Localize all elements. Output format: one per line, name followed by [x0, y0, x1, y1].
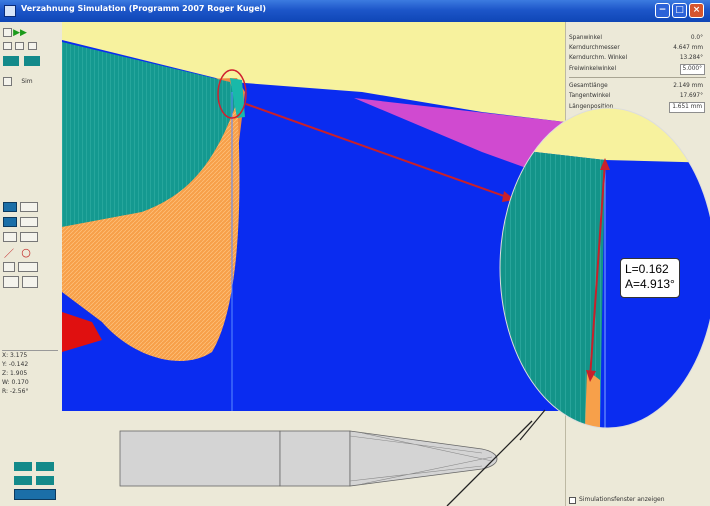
param-label: Freiwinkelwinkel	[569, 66, 617, 72]
param-value: 17.697°	[679, 93, 703, 99]
param-row: Tangentwinkel 17.697°	[566, 92, 710, 101]
view-top-icon[interactable]	[3, 217, 17, 227]
red-surface	[62, 312, 102, 352]
magnified-view	[500, 108, 710, 428]
settings-icon[interactable]	[3, 77, 12, 86]
param-row: Spanwinkel 0.0°	[566, 34, 710, 43]
pan-icon[interactable]	[22, 276, 38, 288]
param-label: Tangentwinkel	[569, 93, 611, 99]
wireframe-icon[interactable]	[20, 232, 38, 242]
measurement-angle: A=4.913°	[625, 277, 675, 291]
measurement-arrow-bottom	[586, 370, 596, 382]
param-label: Längenposition	[569, 104, 614, 110]
pause-icon[interactable]	[3, 42, 12, 50]
measure-line-icon[interactable]: ／	[4, 248, 14, 260]
minimize-button[interactable]: −	[655, 3, 670, 18]
flute-lines	[349, 432, 493, 485]
param-row: Kerndurchmesser 4.647 mm	[566, 44, 710, 53]
param-label: Spanwinkel	[569, 35, 602, 41]
param-row: Längenposition 1.651 mm	[566, 102, 710, 113]
measurement-label: L=0.162 A=4.913°	[620, 258, 680, 298]
maximize-button[interactable]: □	[672, 3, 687, 18]
shank-section	[119, 430, 281, 487]
grid-icon[interactable]	[18, 262, 38, 272]
measurement-arrow-top	[600, 158, 610, 170]
param-input[interactable]: 1.651 mm	[669, 102, 705, 113]
left-toolbar: ▶▶ Sim ／ ○ X: 3.175 Y: -0.142 Z: 1.905 W…	[0, 22, 62, 506]
magnifier-rim	[499, 107, 710, 429]
profile-button[interactable]	[14, 462, 32, 471]
param-value: 2.149 mm	[673, 83, 703, 89]
readout-r: R: -2.56°	[2, 388, 29, 395]
view-side-icon[interactable]	[20, 202, 38, 212]
title-bar: Verzahnung Simulation (Programm 2007 Rog…	[0, 0, 710, 22]
zoom-icon[interactable]	[3, 276, 19, 288]
color-swatch[interactable]	[14, 489, 56, 500]
view-iso-icon[interactable]	[20, 217, 38, 227]
measure-circle-icon[interactable]: ○	[21, 245, 31, 259]
stop-icon[interactable]	[3, 28, 12, 37]
simulation-window-checkbox-row[interactable]: Simulationsfenster anzeigen	[566, 496, 710, 506]
orange-cone-surface	[62, 102, 240, 361]
param-value: 0.0°	[690, 35, 703, 41]
window-title: Verzahnung Simulation (Programm 2007 Rog…	[21, 4, 267, 13]
layers-button[interactable]	[36, 462, 54, 471]
param-label: Kerndurchm. Winkel	[569, 55, 628, 61]
param-label: Gesamtlänge	[569, 83, 608, 89]
zoom-connector-arrow	[245, 103, 516, 201]
section-line	[446, 420, 533, 506]
step-icon[interactable]	[15, 42, 24, 50]
param-input[interactable]: 5.000°	[679, 64, 705, 75]
param-row: Freiwinkelwinkel 5.000°	[566, 64, 710, 75]
connector-line	[519, 409, 546, 441]
divider	[569, 77, 706, 78]
measurement-length: L=0.162	[625, 262, 669, 276]
last-frame-icon[interactable]	[24, 56, 40, 66]
tool-button[interactable]	[14, 476, 32, 485]
yellow-highlight-surface	[62, 22, 565, 122]
readout-z: Z: 1.905	[2, 370, 28, 377]
simulation-view[interactable]	[62, 22, 565, 411]
app-icon	[4, 5, 16, 17]
profile-preview	[62, 411, 565, 506]
simulation-window-checkbox[interactable]	[569, 497, 576, 504]
sim-button[interactable]: Sim	[21, 77, 33, 85]
path-button[interactable]	[36, 476, 54, 485]
param-value: 13.284°	[679, 55, 703, 61]
first-frame-icon[interactable]	[3, 56, 19, 66]
teal-tooth-surface	[62, 42, 237, 227]
param-row: Gesamtlänge 2.149 mm	[566, 82, 710, 91]
param-row: Kerndurchm. Winkel 13.284°	[566, 54, 710, 63]
readout-x: X: 3.175	[2, 352, 28, 359]
axis-icon[interactable]	[3, 262, 15, 272]
tip-section	[349, 430, 498, 487]
coordinate-readout: X: 3.175 Y: -0.142 Z: 1.905 W: 0.170 R: …	[2, 350, 58, 396]
readout-y: Y: -0.142	[2, 361, 29, 368]
zoom-source-circle	[217, 69, 247, 119]
param-label: Kerndurchmesser	[569, 45, 620, 51]
checkbox-label: Simulationsfenster anzeigen	[579, 496, 665, 503]
step-back-icon[interactable]	[28, 42, 37, 50]
magnified-orange	[585, 370, 600, 428]
fast-forward-icon[interactable]: ▶▶	[13, 27, 27, 38]
magnified-teal-tooth	[500, 148, 605, 428]
magenta-surface	[354, 98, 565, 182]
neck-section	[279, 430, 351, 487]
param-value: 4.647 mm	[673, 45, 703, 51]
shade-icon[interactable]	[3, 232, 17, 242]
cut-edge	[230, 78, 245, 118]
measurement-line	[589, 161, 606, 379]
close-button[interactable]: ×	[689, 3, 704, 18]
readout-w: W: 0.170	[2, 379, 29, 386]
view-front-icon[interactable]	[3, 202, 17, 212]
